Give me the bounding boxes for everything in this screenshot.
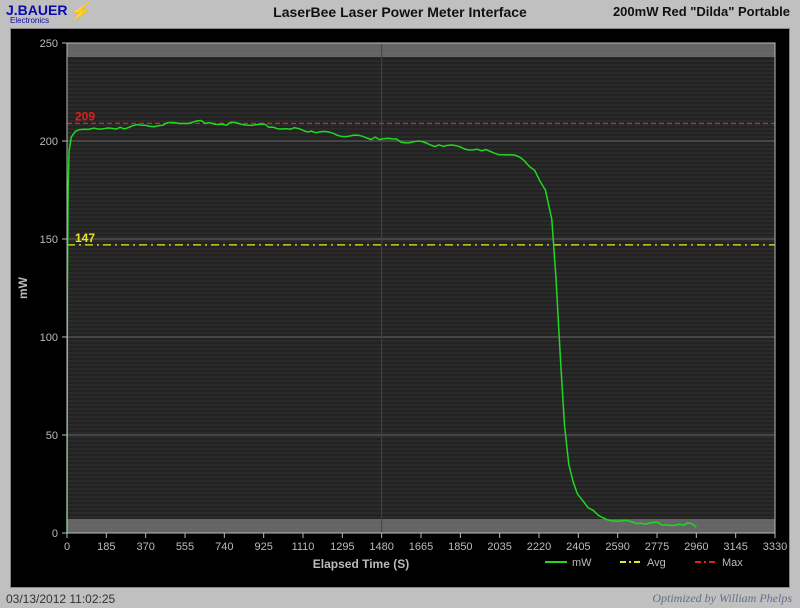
svg-text:925: 925 <box>254 541 272 553</box>
svg-text:200: 200 <box>40 136 58 148</box>
svg-text:370: 370 <box>136 541 154 553</box>
svg-text:1850: 1850 <box>448 541 472 553</box>
svg-text:100: 100 <box>40 332 58 344</box>
chart-panel: 209 147 0 185 370 555 740 925 1110 1295 1480 1665 18… <box>10 28 790 588</box>
svg-text:0: 0 <box>52 528 58 540</box>
svg-text:2960: 2960 <box>684 541 708 553</box>
chart-svg: 209 147 0 185 370 555 740 925 1110 1295 1480 1665 18… <box>11 29 789 587</box>
svg-text:3330: 3330 <box>763 541 787 553</box>
svg-text:555: 555 <box>176 541 194 553</box>
svg-text:1295: 1295 <box>330 541 354 553</box>
svg-text:1110: 1110 <box>292 541 315 553</box>
svg-text:1480: 1480 <box>369 541 393 553</box>
svg-text:740: 740 <box>215 541 233 553</box>
svg-text:Max: Max <box>722 557 743 569</box>
svg-text:3145: 3145 <box>723 541 747 553</box>
svg-text:209: 209 <box>75 109 95 123</box>
svg-text:Elapsed Time (S): Elapsed Time (S) <box>313 557 409 571</box>
svg-text:mW: mW <box>572 557 592 569</box>
svg-text:Avg: Avg <box>647 557 666 569</box>
svg-text:50: 50 <box>46 430 58 442</box>
svg-text:250: 250 <box>40 38 58 50</box>
svg-text:mW: mW <box>16 276 30 299</box>
svg-text:1665: 1665 <box>409 541 433 553</box>
svg-text:2035: 2035 <box>487 541 511 553</box>
device-subtitle: 200mW Red "Dilda" Portable <box>613 4 790 19</box>
svg-text:2405: 2405 <box>566 541 590 553</box>
svg-text:185: 185 <box>97 541 115 553</box>
svg-text:147: 147 <box>75 231 95 245</box>
svg-text:150: 150 <box>40 234 58 246</box>
svg-text:2590: 2590 <box>605 541 629 553</box>
timestamp: 03/13/2012 11:02:25 <box>6 592 115 606</box>
svg-text:2220: 2220 <box>527 541 551 553</box>
svg-text:2775: 2775 <box>645 541 669 553</box>
svg-text:0: 0 <box>64 541 70 553</box>
credit: Optimized by William Phelps <box>652 591 792 606</box>
